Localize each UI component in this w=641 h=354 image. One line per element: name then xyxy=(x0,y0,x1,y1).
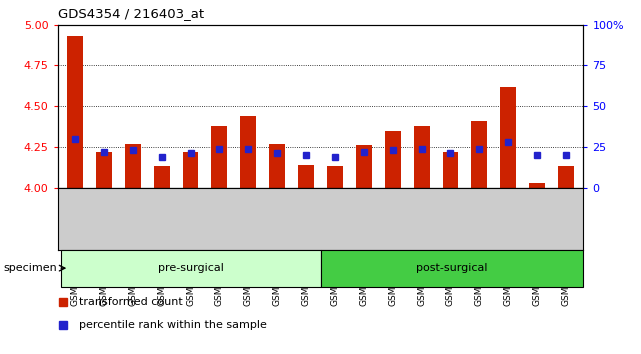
Bar xyxy=(298,165,314,188)
Bar xyxy=(471,121,487,188)
Bar xyxy=(356,145,372,188)
Bar xyxy=(442,152,458,188)
Bar xyxy=(212,126,228,188)
Bar xyxy=(67,36,83,188)
Bar xyxy=(413,126,429,188)
Bar xyxy=(269,144,285,188)
Bar xyxy=(529,183,545,188)
Bar xyxy=(154,166,170,188)
Bar xyxy=(61,250,320,287)
Text: transformed count: transformed count xyxy=(79,297,183,307)
Bar xyxy=(96,152,112,188)
Text: percentile rank within the sample: percentile rank within the sample xyxy=(79,320,267,330)
Bar xyxy=(320,250,583,287)
Bar xyxy=(327,166,343,188)
Bar xyxy=(125,144,141,188)
Text: post-surgical: post-surgical xyxy=(416,263,488,273)
Bar xyxy=(240,116,256,188)
Bar xyxy=(385,131,401,188)
Text: GDS4354 / 216403_at: GDS4354 / 216403_at xyxy=(58,7,204,20)
Text: pre-surgical: pre-surgical xyxy=(158,263,224,273)
Text: specimen: specimen xyxy=(3,263,57,273)
Bar xyxy=(558,166,574,188)
Bar xyxy=(183,152,199,188)
Bar xyxy=(500,87,516,188)
